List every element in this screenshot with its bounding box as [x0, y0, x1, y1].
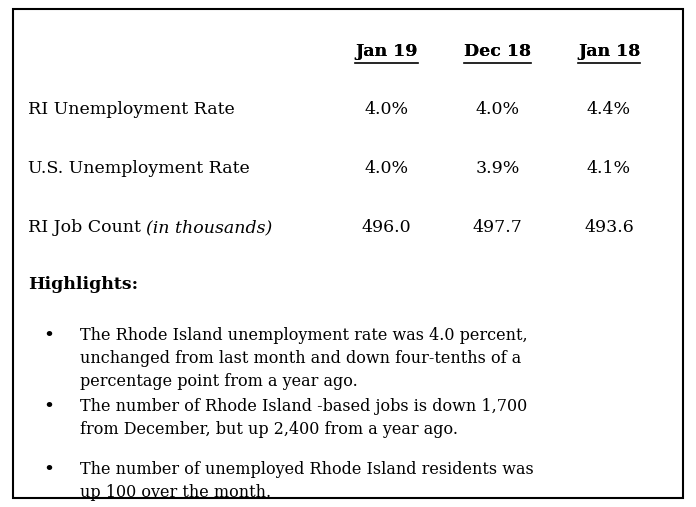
Text: 497.7: 497.7	[473, 219, 523, 236]
Text: 4.4%: 4.4%	[587, 101, 631, 119]
Text: Jan 19: Jan 19	[355, 43, 418, 60]
Text: The number of Rhode Island -based jobs is down 1,700
from December, but up 2,400: The number of Rhode Island -based jobs i…	[80, 398, 528, 438]
FancyBboxPatch shape	[13, 9, 683, 498]
Text: 4.0%: 4.0%	[475, 101, 520, 119]
Text: RI Unemployment Rate: RI Unemployment Rate	[28, 101, 235, 119]
Text: The number of unemployed Rhode Island residents was
up 100 over the month.: The number of unemployed Rhode Island re…	[80, 461, 534, 501]
Text: The Rhode Island unemployment rate was 4.0 percent,
unchanged from last month an: The Rhode Island unemployment rate was 4…	[80, 327, 528, 390]
Text: 4.0%: 4.0%	[364, 101, 409, 119]
Text: 4.0%: 4.0%	[364, 160, 409, 177]
Text: Jan 18: Jan 18	[578, 43, 640, 60]
Text: Highlights:: Highlights:	[28, 276, 138, 294]
Text: RI Job Count: RI Job Count	[28, 219, 146, 236]
Text: •: •	[43, 398, 54, 416]
Text: 496.0: 496.0	[361, 219, 411, 236]
Text: •: •	[43, 327, 54, 345]
Text: Dec 18: Dec 18	[464, 43, 531, 60]
Text: Jan 19: Jan 19	[355, 43, 418, 60]
Text: 4.1%: 4.1%	[587, 160, 631, 177]
Text: Jan 18: Jan 18	[578, 43, 640, 60]
Text: Dec 18: Dec 18	[464, 43, 531, 60]
Text: U.S. Unemployment Rate: U.S. Unemployment Rate	[28, 160, 250, 177]
Text: 493.6: 493.6	[584, 219, 634, 236]
Text: •: •	[43, 461, 54, 480]
Text: (in thousands): (in thousands)	[146, 219, 272, 236]
Text: 3.9%: 3.9%	[475, 160, 520, 177]
